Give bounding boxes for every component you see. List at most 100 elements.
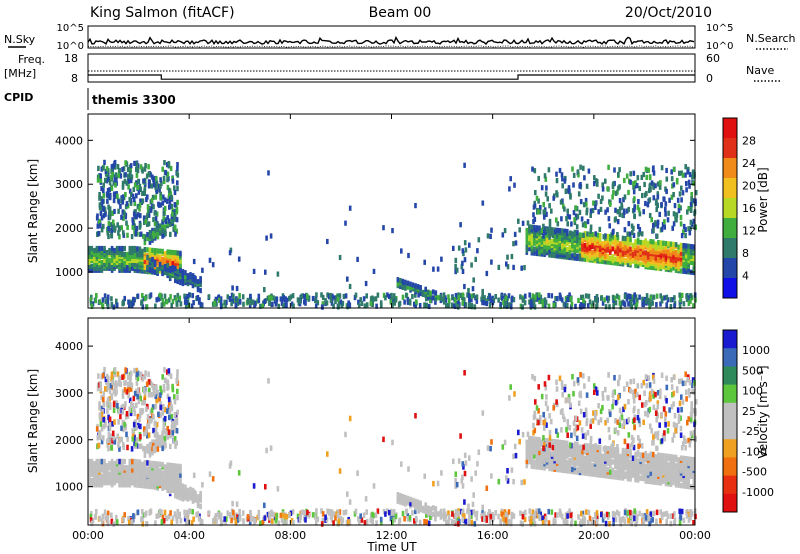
power-cell: [329, 292, 332, 299]
power-cell: [249, 297, 253, 303]
velocity-cell: [520, 479, 523, 486]
velocity-cell: [632, 393, 635, 399]
velocity-cell: [645, 400, 648, 406]
power-cell: [183, 293, 186, 299]
velocity-cell: [646, 476, 650, 482]
velocity-cell: [131, 436, 135, 442]
power-cell: [401, 284, 405, 290]
power-cell: [142, 296, 145, 302]
velocity-cell: [616, 430, 620, 436]
power-cell: [152, 204, 155, 210]
power-cell: [95, 245, 99, 252]
velocity-cell: [691, 377, 695, 383]
velocity-cell: [678, 508, 681, 514]
power-cell: [89, 297, 93, 303]
power-cell: [163, 224, 167, 230]
velocity-cell: [594, 410, 597, 417]
velocity-cell: [591, 443, 594, 450]
power-cell: [171, 249, 175, 256]
power-cell: [143, 258, 147, 264]
power-cell: [548, 218, 552, 224]
noise-panel-frame: [87, 25, 696, 49]
power-cell: [529, 302, 533, 308]
velocity-cell: [691, 407, 695, 414]
power-cell: [98, 204, 102, 211]
power-colorbar-tick: 16: [742, 202, 756, 215]
power-cell: [155, 297, 158, 303]
velocity-cell: [174, 463, 177, 469]
velocity-cell: [676, 407, 680, 413]
power-cell: [384, 295, 387, 301]
power-cell: [490, 259, 493, 265]
velocity-cell: [158, 467, 162, 474]
power-cell: [332, 303, 335, 309]
velocity-cell: [670, 384, 674, 390]
power-cell: [124, 172, 127, 178]
power-cell: [126, 167, 130, 173]
power-cell: [153, 182, 156, 188]
velocity-cell: [658, 422, 661, 428]
velocity-cell: [100, 394, 103, 401]
velocity-cell: [643, 390, 646, 396]
velocity-cell: [131, 467, 134, 473]
velocity-cell: [687, 388, 691, 394]
power-cell: [155, 188, 158, 195]
power-cell: [169, 294, 172, 300]
velocity-cell: [490, 439, 493, 445]
velocity-cell: [649, 470, 653, 476]
velocity-cell: [609, 452, 612, 458]
power-cell: [133, 223, 136, 229]
velocity-cell: [639, 462, 642, 469]
velocity-cell: [113, 386, 117, 392]
velocity-cell: [654, 469, 658, 475]
velocity-cell: [550, 466, 554, 472]
power-cell: [131, 253, 134, 259]
power-cell: [179, 268, 182, 274]
power-cell: [138, 246, 142, 252]
velocity-cell: [152, 445, 156, 452]
power-cell: [473, 304, 477, 310]
velocity-cell: [143, 446, 147, 452]
power-cell: [532, 303, 535, 309]
velocity-cell: [632, 398, 636, 404]
velocity-cell: [121, 393, 125, 399]
power-cell: [143, 240, 147, 246]
power-cell: [688, 230, 692, 236]
power-cell: [143, 268, 147, 274]
power-cell: [548, 244, 551, 250]
power-cell: [589, 228, 593, 234]
power-cell: [170, 214, 174, 220]
velocity-cell: [153, 439, 157, 445]
velocity-cell: [649, 462, 653, 468]
power-colorbar-tick: 20: [742, 180, 756, 193]
velocity-cell: [120, 404, 123, 411]
power-cell: [684, 227, 687, 233]
power-cell: [611, 194, 614, 200]
power-cell: [659, 180, 662, 186]
velocity-cell: [126, 444, 129, 451]
velocity-cell: [129, 381, 132, 387]
power-cell: [660, 165, 664, 171]
power-cell: [608, 201, 612, 207]
power-cell: [518, 227, 521, 233]
power-cell: [173, 295, 177, 301]
power-cell: [652, 294, 656, 300]
power-cell: [689, 293, 693, 299]
power-cell: [120, 249, 124, 256]
power-cell: [562, 203, 565, 209]
power-colorbar-label: Power [dB]: [756, 167, 770, 232]
power-cell: [657, 265, 660, 271]
power-cell: [223, 299, 226, 305]
velocity-cell: [118, 438, 121, 444]
power-cell: [145, 196, 148, 203]
velocity-cell: [125, 473, 129, 479]
power-cell: [533, 294, 537, 300]
noise-panel: N.Sky 10^5 10^0 10^5 10^0 N.Search: [4, 23, 796, 52]
power-cell: [566, 228, 569, 235]
power-cell: [98, 195, 101, 201]
velocity-cell: [135, 371, 139, 378]
power-cell: [116, 193, 119, 199]
power-cell: [688, 172, 692, 178]
velocity-cell: [679, 415, 682, 421]
noise-tick-top-left: 10^5: [57, 23, 84, 34]
